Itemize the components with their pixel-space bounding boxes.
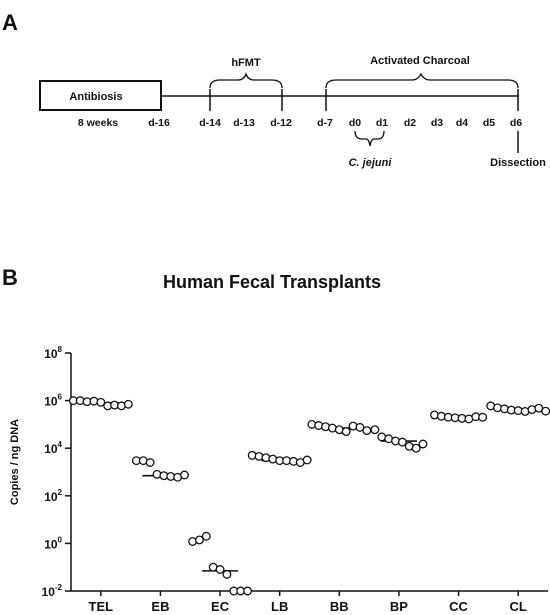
day-label: d3 <box>431 117 443 129</box>
data-point <box>215 565 225 574</box>
data-point <box>123 399 133 409</box>
antibiosis-label: Antibiosis <box>69 91 122 103</box>
charcoal-bracket <box>325 72 519 89</box>
data-point <box>411 443 421 453</box>
x-tick-label: TEL <box>89 599 114 614</box>
y-tick-label: 104 <box>44 440 62 456</box>
plot-area: 10-2 100 102 104 106 108 TEL EB EC LB BB BP CC CL <box>42 345 550 614</box>
timeline-ticks <box>209 89 519 111</box>
data-point <box>96 397 106 407</box>
y-axis-label: Copies / ng DNA <box>9 419 21 505</box>
y-tick-label: 100 <box>44 535 62 551</box>
x-ticks: TEL EB EC LB BB BP CC CL <box>89 591 527 614</box>
data-point <box>418 439 428 449</box>
data-point <box>302 455 312 465</box>
x-tick-label: LB <box>271 599 288 614</box>
day-labels: 8 weeks d-16 d-14 d-13 d-12 d-7 d0 d1 d2… <box>78 117 522 129</box>
day-label: d-13 <box>233 117 255 129</box>
x-tick-label: CL <box>510 599 527 614</box>
data-point <box>541 406 550 416</box>
day-label: d5 <box>483 117 495 129</box>
panel-a-label: A <box>2 10 18 35</box>
charcoal-label: Activated Charcoal <box>370 55 470 67</box>
axes <box>70 353 548 592</box>
data-marks <box>68 396 550 596</box>
x-tick-label: EB <box>151 599 169 614</box>
hfmt-bracket <box>209 71 283 89</box>
data-point <box>194 535 204 545</box>
data-point <box>180 470 189 480</box>
y-tick-label: 102 <box>44 488 62 504</box>
cjejuni-label: C. jejuni <box>349 157 393 169</box>
x-tick-label: BP <box>390 599 408 614</box>
data-point <box>397 437 407 447</box>
day-label: d-14 <box>199 117 221 129</box>
data-point <box>201 531 211 541</box>
day-label: d2 <box>404 117 416 129</box>
y-tick-label: 108 <box>44 345 62 361</box>
day-label: d-7 <box>317 117 333 129</box>
x-tick-label: BB <box>330 599 349 614</box>
hfmt-label: hFMT <box>231 57 261 69</box>
panel-b-label: B <box>2 265 18 290</box>
x-tick-label: EC <box>211 599 230 614</box>
data-point <box>370 425 380 435</box>
data-point <box>145 458 155 467</box>
x-tick-label: CC <box>449 599 468 614</box>
data-point <box>362 426 372 436</box>
day-label: d4 <box>456 117 468 129</box>
day-label: d6 <box>510 117 522 129</box>
day-label: d-12 <box>270 117 292 129</box>
y-tick-label: 10-2 <box>42 583 63 599</box>
day-label: d1 <box>376 117 388 129</box>
day-label: d0 <box>349 117 361 129</box>
y-ticks: 10-2 100 102 104 106 108 <box>42 345 71 599</box>
day-label: d-16 <box>148 117 170 129</box>
data-point <box>478 412 488 422</box>
data-point <box>222 569 232 579</box>
chart-title: Human Fecal Transplants <box>163 272 381 292</box>
data-point <box>243 586 253 596</box>
y-tick-label: 106 <box>44 393 62 409</box>
cjejuni-bracket <box>354 130 385 147</box>
data-point <box>341 427 351 437</box>
dissection-label: Dissection <box>490 157 546 169</box>
antibiosis-box <box>39 80 162 111</box>
duration-label: 8 weeks <box>78 117 118 129</box>
